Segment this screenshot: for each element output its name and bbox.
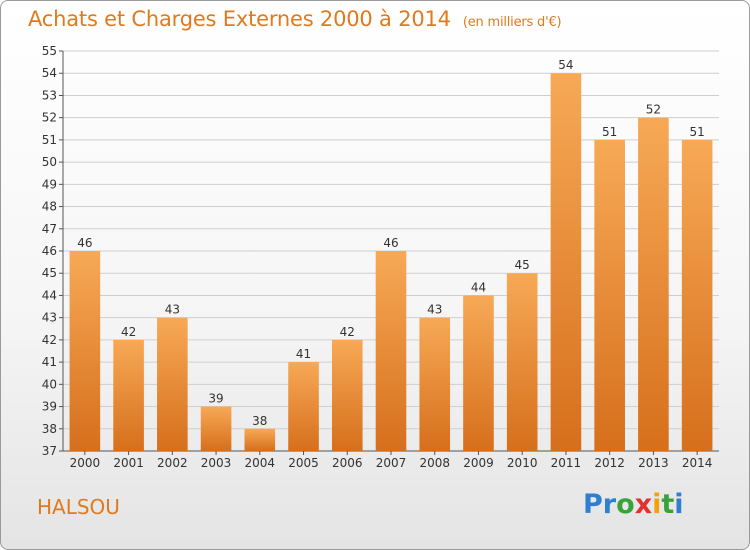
y-tick-label: 48 bbox=[42, 200, 57, 214]
logo-letter: i bbox=[652, 489, 662, 520]
bar-2004 bbox=[244, 428, 276, 451]
bar-2011 bbox=[550, 73, 582, 451]
bar-2010 bbox=[506, 273, 538, 451]
place-name: HALSOU bbox=[37, 495, 120, 519]
x-tick-label-2008: 2008 bbox=[419, 456, 450, 470]
bar-2008 bbox=[419, 317, 451, 451]
bar-2012 bbox=[594, 139, 625, 451]
bar-2009 bbox=[463, 295, 494, 451]
y-tick-label: 52 bbox=[42, 111, 57, 125]
bar-2006 bbox=[331, 339, 363, 451]
data-label-2011: 54 bbox=[558, 58, 573, 72]
bar-2007 bbox=[375, 251, 407, 451]
y-tick-label: 38 bbox=[42, 422, 57, 436]
data-label-2002: 43 bbox=[165, 303, 180, 317]
logo-letter: t bbox=[661, 489, 675, 520]
proxiti-logo: Proxiti bbox=[583, 489, 684, 520]
y-tick-label: 53 bbox=[42, 88, 57, 102]
data-label-2010: 45 bbox=[515, 258, 530, 272]
x-tick-label-2011: 2011 bbox=[551, 456, 582, 470]
data-label-2005: 41 bbox=[296, 347, 311, 361]
title-text: Achats et Charges Externes 2000 à 2014 bbox=[28, 7, 451, 31]
logo-letter: i bbox=[674, 489, 684, 520]
x-tick-label-2013: 2013 bbox=[638, 456, 669, 470]
data-label-2001: 42 bbox=[121, 325, 136, 339]
x-tick-label-2012: 2012 bbox=[594, 456, 625, 470]
logo-letter: o bbox=[616, 489, 635, 520]
data-labels: 46 42 43 39 38 41 42 46 43 44 45 54 51 52 51 bbox=[77, 58, 705, 428]
y-tick-label: 43 bbox=[42, 311, 57, 325]
data-label-2013: 52 bbox=[646, 103, 661, 117]
y-tick-label: 37 bbox=[42, 444, 57, 458]
y-tick-label: 44 bbox=[42, 288, 57, 302]
x-tick-label-2001: 2001 bbox=[113, 456, 144, 470]
bar-2002 bbox=[157, 317, 188, 451]
bars bbox=[69, 73, 713, 452]
x-tick-label-2000: 2000 bbox=[70, 456, 101, 470]
y-tick-label: 42 bbox=[42, 333, 57, 347]
bar-2003 bbox=[200, 406, 232, 451]
x-tick-label-2010: 2010 bbox=[507, 456, 538, 470]
bar-2000 bbox=[69, 251, 101, 451]
bar-2013 bbox=[638, 117, 669, 452]
y-tick-label: 55 bbox=[42, 44, 57, 58]
y-tick-label: 40 bbox=[42, 377, 57, 391]
x-tick-label-2007: 2007 bbox=[376, 456, 407, 470]
x-tick-label-2004: 2004 bbox=[245, 456, 276, 470]
logo-letter: x bbox=[634, 489, 653, 520]
data-label-2003: 39 bbox=[208, 392, 223, 406]
y-tick-labels: 37 38 39 40 41 42 43 44 45 46 47 48 49 50 51 52 53 54 55 bbox=[42, 44, 57, 458]
y-tick-label: 45 bbox=[42, 266, 57, 280]
y-tick-label: 39 bbox=[42, 400, 57, 414]
y-tick-label: 50 bbox=[42, 155, 57, 169]
x-tick-label-2003: 2003 bbox=[201, 456, 232, 470]
logo-letter: r bbox=[602, 489, 617, 520]
y-tick-label: 54 bbox=[42, 66, 57, 80]
data-label-2014: 51 bbox=[689, 125, 704, 139]
data-label-2006: 42 bbox=[340, 325, 355, 339]
data-label-2012: 51 bbox=[602, 125, 617, 139]
data-label-2008: 43 bbox=[427, 303, 442, 317]
y-tick-label: 51 bbox=[42, 133, 57, 147]
x-tick-label-2002: 2002 bbox=[157, 456, 188, 470]
x-tick-label-2009: 2009 bbox=[463, 456, 494, 470]
bar-2005 bbox=[288, 362, 319, 451]
x-tick-label-2014: 2014 bbox=[682, 456, 713, 470]
y-tick-label: 47 bbox=[42, 222, 57, 236]
x-tick-label-2005: 2005 bbox=[288, 456, 319, 470]
chart-title: Achats et Charges Externes 2000 à 2014 (e… bbox=[28, 7, 562, 31]
y-tick-label: 46 bbox=[42, 244, 57, 258]
bar-2014 bbox=[681, 139, 713, 451]
y-tick-label: 49 bbox=[42, 177, 57, 191]
unit-label: (en milliers d'€) bbox=[462, 15, 562, 30]
x-tick-label-2006: 2006 bbox=[332, 456, 363, 470]
bar-2001 bbox=[113, 339, 144, 451]
data-label-2007: 46 bbox=[383, 236, 398, 250]
data-label-2009: 44 bbox=[471, 280, 486, 294]
data-label-2004: 38 bbox=[252, 414, 267, 428]
logo-letter: P bbox=[583, 489, 603, 520]
y-tick-label: 41 bbox=[42, 355, 57, 369]
data-label-2000: 46 bbox=[77, 236, 92, 250]
x-tick-labels: 2000 2001 2002 2003 2004 2005 2006 2007 2008 2009… bbox=[70, 456, 713, 470]
